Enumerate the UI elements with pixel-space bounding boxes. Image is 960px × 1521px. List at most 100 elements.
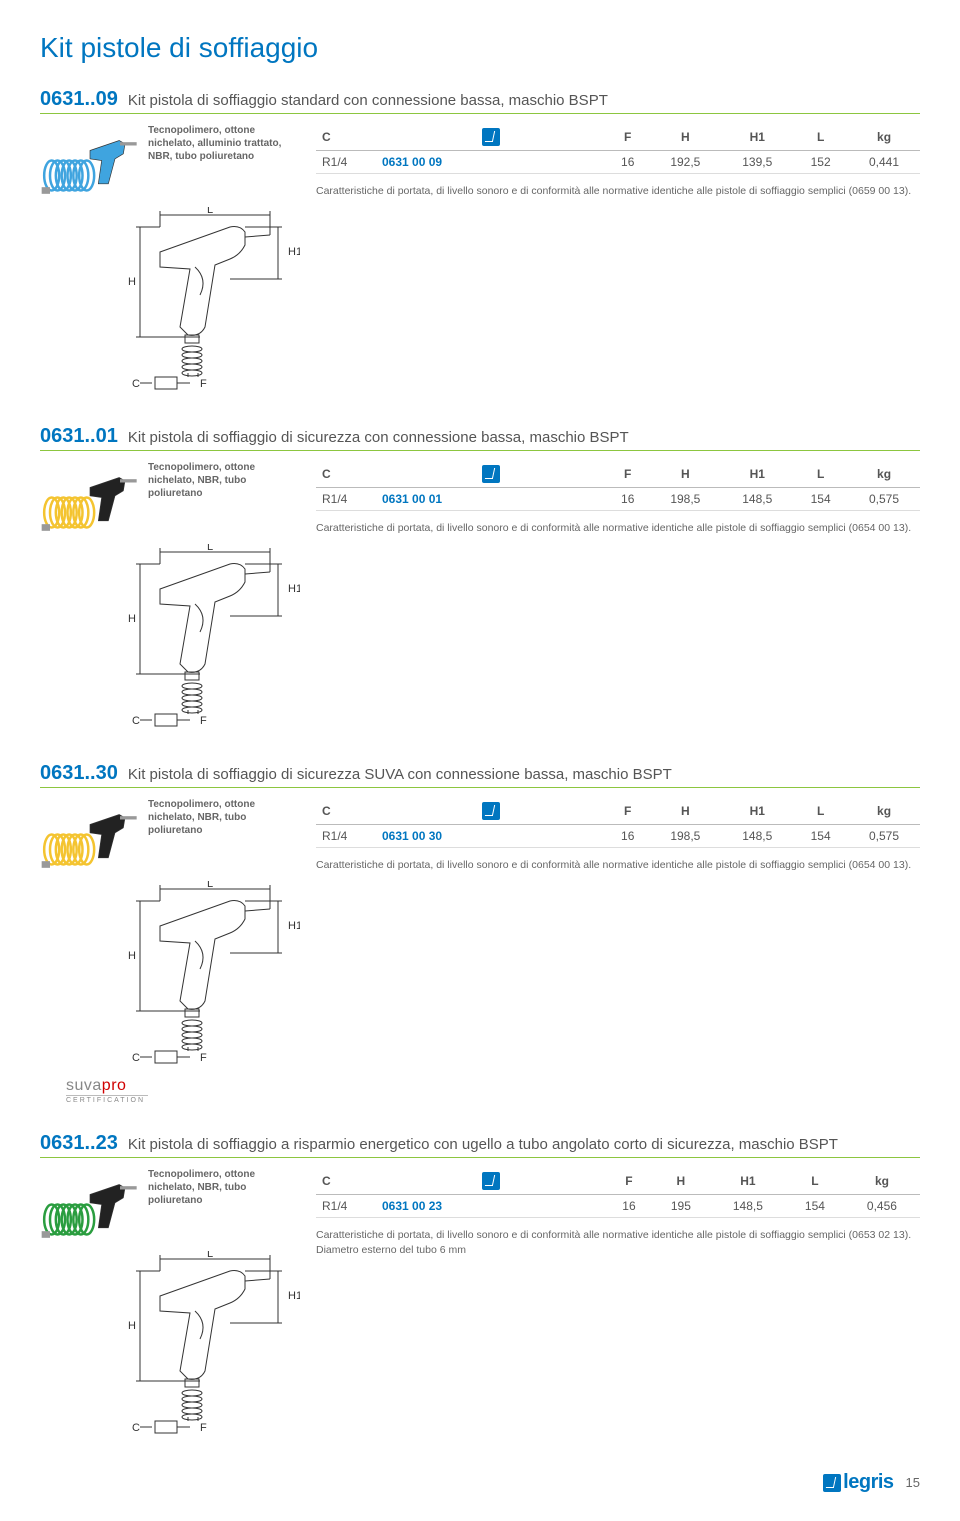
svg-text:L: L <box>207 207 213 216</box>
product-note: Caratteristiche di portata, di livello s… <box>316 184 920 199</box>
product-block: 0631..01 Kit pistola di soffiaggio di si… <box>40 425 920 734</box>
table-header: L <box>793 798 848 825</box>
product-note: Caratteristiche di portata, di livello s… <box>316 1228 920 1257</box>
cell-c: R1/4 <box>316 151 376 174</box>
technical-drawing: L H1 H C F <box>40 544 300 734</box>
suva-certification: suvapro CERTIFICATION <box>66 1077 300 1104</box>
product-data-table: C F H H1 L kg R1/4 0631 00 23 <box>316 1168 920 1218</box>
table-header: F <box>606 461 649 488</box>
product-block: 0631..23 Kit pistola di soffiaggio a ris… <box>40 1132 920 1441</box>
product-illustration <box>40 798 140 876</box>
table-header: kg <box>848 124 920 151</box>
svg-text:H1: H1 <box>288 246 300 258</box>
svg-text:H: H <box>128 613 136 625</box>
product-title: Kit pistola di soffiaggio di sicurezza c… <box>128 429 629 446</box>
technical-drawing: L H1 H C F <box>40 1251 300 1441</box>
cell-reference: 0631 00 01 <box>376 488 606 511</box>
product-illustration <box>40 1168 140 1246</box>
cell-l: 154 <box>793 825 848 848</box>
table-header: C <box>316 461 376 488</box>
cell-kg: 0,575 <box>848 825 920 848</box>
svg-text:F: F <box>200 378 207 390</box>
table-header: F <box>606 798 649 825</box>
table-header: H1 <box>721 124 793 151</box>
reference-icon <box>482 128 500 146</box>
cell-h1: 139,5 <box>721 151 793 174</box>
cell-f: 16 <box>606 825 649 848</box>
table-header-reficon <box>376 798 606 825</box>
cell-h1: 148,5 <box>721 488 793 511</box>
svg-text:C: C <box>132 378 140 390</box>
svg-text:C: C <box>132 1422 140 1434</box>
product-materials: Tecnopolimero, ottone nichelato, NBR, tu… <box>148 798 300 837</box>
table-header: H <box>649 124 721 151</box>
page-number: 15 <box>906 1475 920 1490</box>
cell-l: 154 <box>793 488 848 511</box>
cell-kg: 0,456 <box>844 1195 920 1218</box>
table-header: H <box>649 798 721 825</box>
svg-text:H: H <box>128 1320 136 1332</box>
table-header: F <box>606 1168 652 1195</box>
svg-text:F: F <box>200 1422 207 1434</box>
svg-text:L: L <box>207 1251 213 1260</box>
table-header-reficon <box>376 124 606 151</box>
cell-h: 195 <box>652 1195 710 1218</box>
table-header: H <box>652 1168 710 1195</box>
cell-c: R1/4 <box>316 488 376 511</box>
table-header: C <box>316 124 376 151</box>
table-row: R1/4 0631 00 01 16 198,5 148,5 154 0,575 <box>316 488 920 511</box>
product-materials: Tecnopolimero, ottone nichelato, allumin… <box>148 124 300 163</box>
cell-f: 16 <box>606 151 649 174</box>
reference-icon <box>482 465 500 483</box>
product-illustration <box>40 461 140 539</box>
technical-drawing: L H1 H C F <box>40 881 300 1071</box>
product-data-table: C F H H1 L kg R1/4 0631 00 01 <box>316 461 920 511</box>
svg-text:L: L <box>207 544 213 553</box>
page-footer: legris 15 <box>40 1471 920 1494</box>
product-code: 0631..30 <box>40 762 118 785</box>
svg-text:F: F <box>200 1052 207 1064</box>
product-illustration <box>40 124 140 202</box>
svg-text:H: H <box>128 950 136 962</box>
table-row: R1/4 0631 00 09 16 192,5 139,5 152 0,441 <box>316 151 920 174</box>
reference-icon <box>482 802 500 820</box>
product-block: 0631..30 Kit pistola di soffiaggio di si… <box>40 762 920 1104</box>
brand-logo: legris <box>823 1471 893 1494</box>
product-image <box>40 1168 140 1251</box>
svg-text:C: C <box>132 1052 140 1064</box>
svg-text:F: F <box>200 715 207 727</box>
product-title: Kit pistola di soffiaggio di sicurezza S… <box>128 766 672 783</box>
technical-drawing: L H1 H C F <box>40 207 300 397</box>
product-image <box>40 798 140 881</box>
cell-kg: 0,441 <box>848 151 920 174</box>
product-data-table: C F H H1 L kg R1/4 0631 00 09 <box>316 124 920 174</box>
product-materials: Tecnopolimero, ottone nichelato, NBR, tu… <box>148 1168 300 1207</box>
product-code: 0631..01 <box>40 425 118 448</box>
cell-h1: 148,5 <box>710 1195 786 1218</box>
product-code: 0631..09 <box>40 88 118 111</box>
table-header-reficon <box>376 1168 606 1195</box>
table-header: kg <box>848 461 920 488</box>
table-header: kg <box>848 798 920 825</box>
page-title: Kit pistole di soffiaggio <box>40 32 920 64</box>
cell-kg: 0,575 <box>848 488 920 511</box>
svg-text:H: H <box>128 276 136 288</box>
product-note: Caratteristiche di portata, di livello s… <box>316 521 920 536</box>
product-image <box>40 461 140 544</box>
table-header-reficon <box>376 461 606 488</box>
cell-h1: 148,5 <box>721 825 793 848</box>
cell-c: R1/4 <box>316 825 376 848</box>
svg-text:H1: H1 <box>288 583 300 595</box>
table-header: H1 <box>721 461 793 488</box>
product-heading: 0631..09 Kit pistola di soffiaggio stand… <box>40 88 920 114</box>
table-header: F <box>606 124 649 151</box>
table-header: L <box>793 461 848 488</box>
product-code: 0631..23 <box>40 1132 118 1155</box>
product-block: 0631..09 Kit pistola di soffiaggio stand… <box>40 88 920 397</box>
table-header: H <box>649 461 721 488</box>
cell-f: 16 <box>606 1195 652 1218</box>
cell-l: 152 <box>793 151 848 174</box>
product-heading: 0631..01 Kit pistola di soffiaggio di si… <box>40 425 920 451</box>
product-title: Kit pistola di soffiaggio a risparmio en… <box>128 1136 838 1153</box>
product-heading: 0631..23 Kit pistola di soffiaggio a ris… <box>40 1132 920 1158</box>
